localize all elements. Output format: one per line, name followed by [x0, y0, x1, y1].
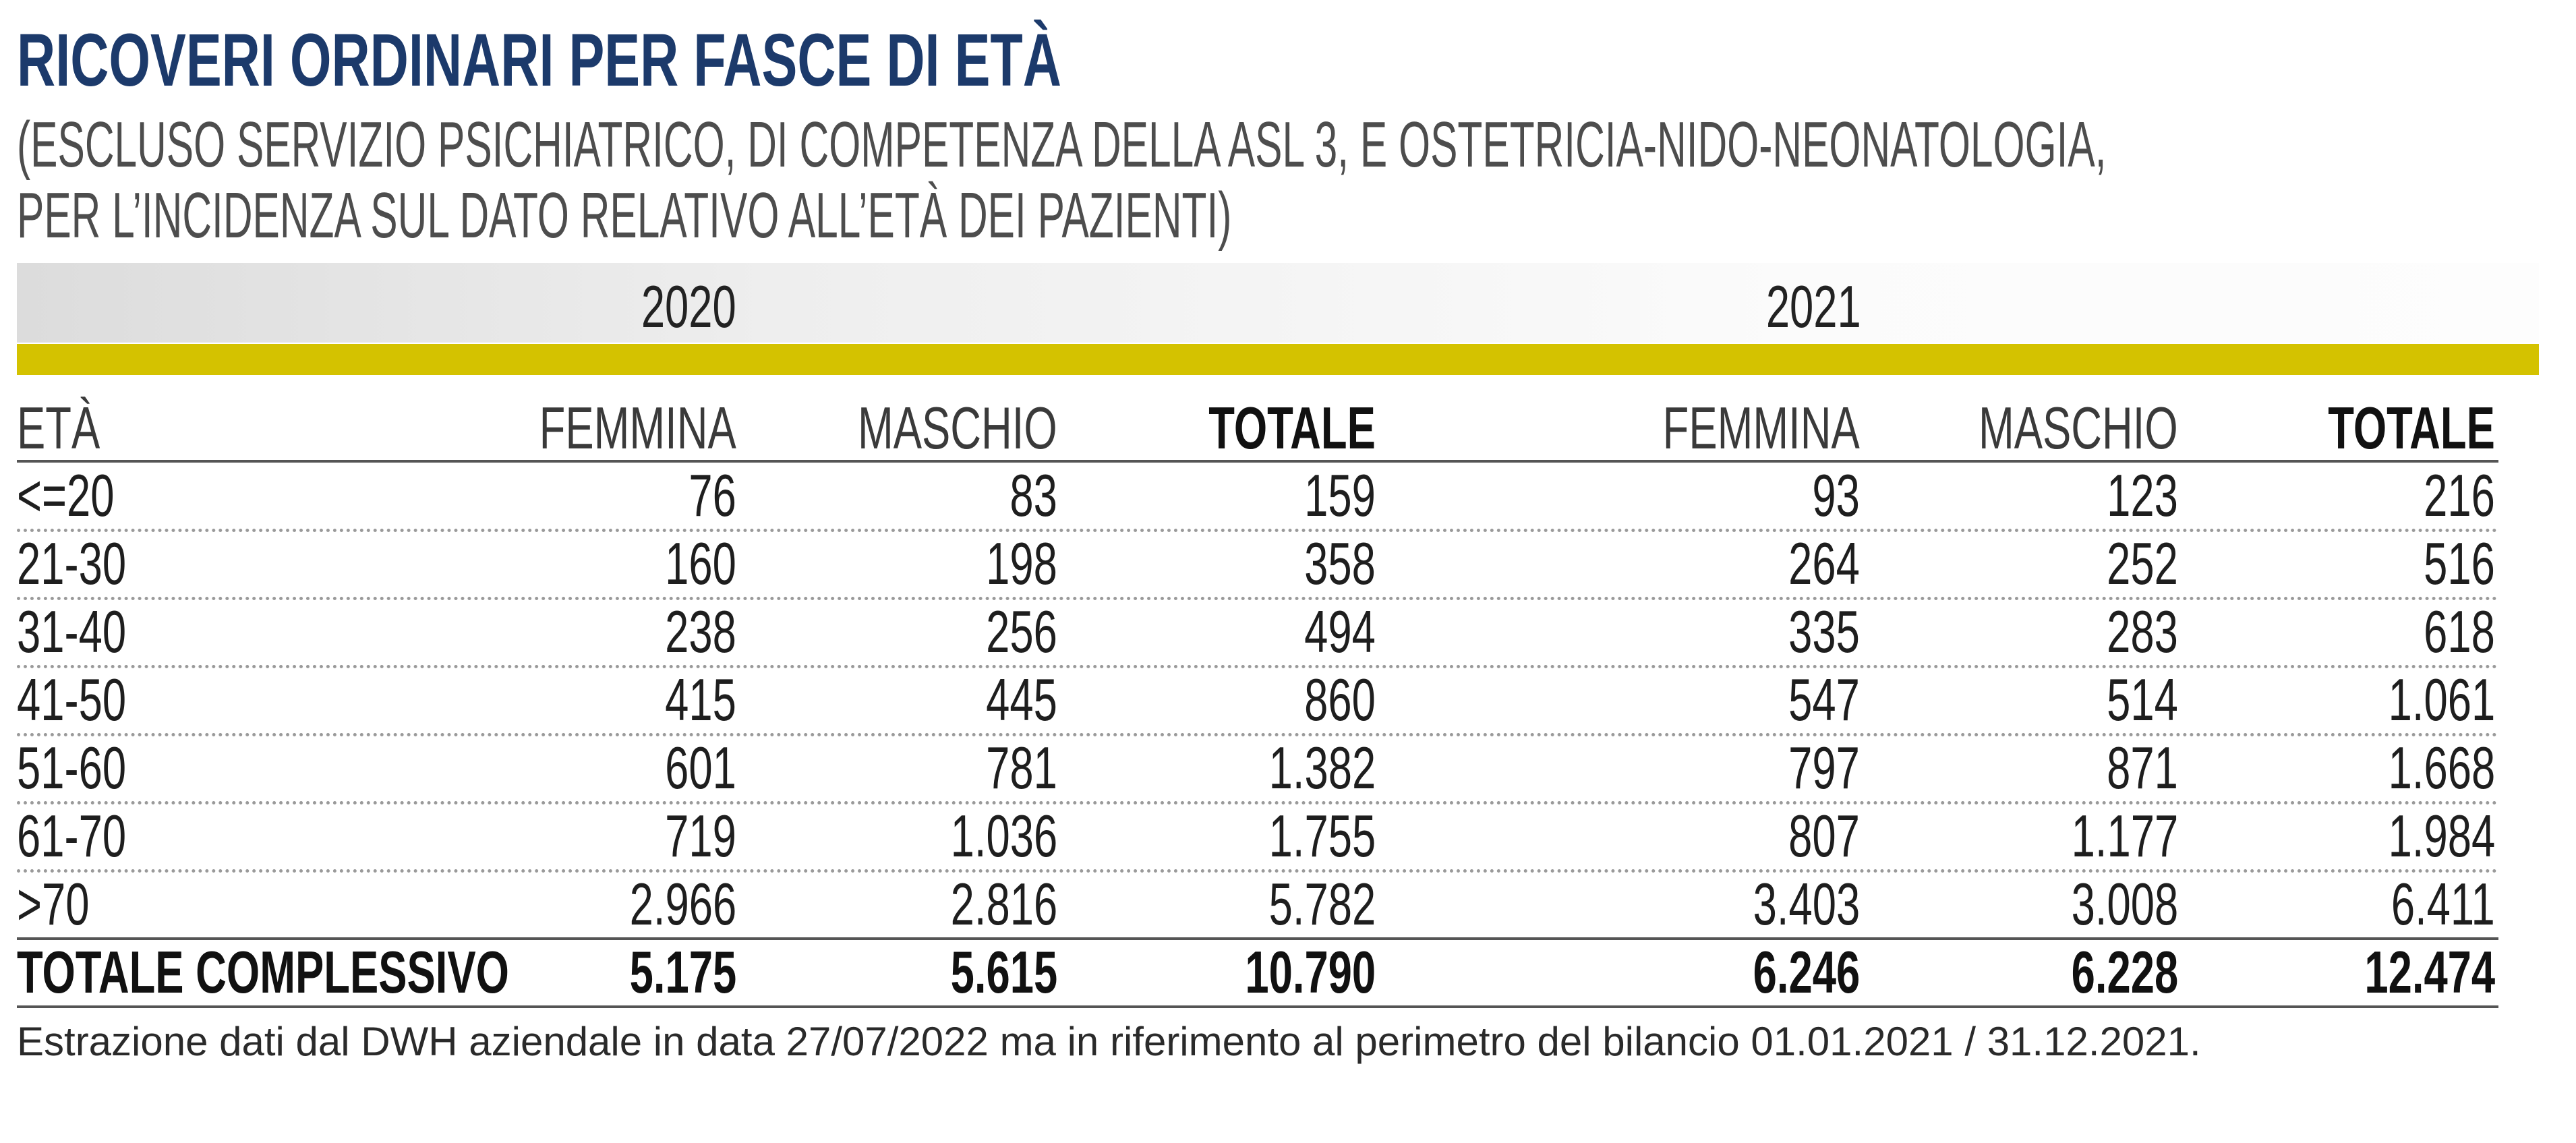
table-cell: 1.382 — [1268, 734, 1376, 801]
row-label-70: >70 — [17, 871, 90, 937]
total-cell: 10.790 — [1245, 939, 1376, 1005]
table-cell: 1.755 — [1268, 802, 1376, 869]
table-cell: 3.403 — [1753, 871, 1860, 937]
table-cell: 807 — [1788, 802, 1860, 869]
table-cell: 601 — [665, 734, 736, 801]
row-label-51-60: 51-60 — [17, 734, 127, 801]
table-cell: 358 — [1304, 530, 1376, 597]
row-label-41-50: 41-50 — [17, 666, 127, 733]
total-row-label: TOTALE COMPLESSIVO — [17, 939, 509, 1005]
table-cell: 159 — [1304, 462, 1376, 529]
row-separator — [17, 665, 2498, 668]
table-cell: 514 — [2107, 666, 2178, 733]
table-cell: 6.411 — [2391, 871, 2495, 937]
accent-bar — [17, 344, 2539, 375]
table-cell: 494 — [1304, 598, 1376, 665]
table-cell: 547 — [1788, 666, 1860, 733]
column-header-maschio-2020: MASCHIO — [858, 394, 1057, 461]
row-separator — [17, 529, 2498, 532]
table-cell: 76 — [689, 462, 736, 529]
table-cell: 198 — [986, 530, 1057, 597]
table-cell: 1.177 — [2071, 802, 2178, 869]
chart-subtitle-line-1: (ESCLUSO SERVIZIO PSICHIATRICO, DI COMPE… — [17, 109, 2107, 181]
table-cell: 860 — [1304, 666, 1376, 733]
table-cell: 335 — [1788, 598, 1860, 665]
table-cell: 216 — [2424, 462, 2495, 529]
row-label-20: <=20 — [17, 462, 115, 529]
column-header-totale-2020: TOTALE — [1208, 394, 1376, 461]
table-cell: 123 — [2107, 462, 2178, 529]
table-cell: 781 — [986, 734, 1057, 801]
table-cell: 2.966 — [629, 871, 736, 937]
table-cell: 83 — [1009, 462, 1057, 529]
column-header-totale-2021: TOTALE — [2328, 394, 2495, 461]
column-header-femmina-2020: FEMMINA — [539, 394, 736, 461]
total-cell: 12.474 — [2364, 939, 2495, 1005]
table-cell: 871 — [2107, 734, 2178, 801]
table-cell: 3.008 — [2071, 871, 2178, 937]
row-separator — [17, 801, 2498, 804]
row-label-21-30: 21-30 — [17, 530, 127, 597]
table-cell: 618 — [2424, 598, 2495, 665]
total-cell: 6.246 — [1753, 939, 1860, 1005]
year-header-band — [17, 263, 2539, 343]
column-header-femmina-2021: FEMMINA — [1662, 394, 1860, 461]
table-cell: 1.668 — [2388, 734, 2495, 801]
column-header-maschio-2021: MASCHIO — [1979, 394, 2178, 461]
table-cell: 1.061 — [2388, 666, 2495, 733]
table-cell: 516 — [2424, 530, 2495, 597]
total-cell: 6.228 — [2071, 939, 2178, 1005]
footnote: Estrazione dati dal DWH aziendale in dat… — [17, 1019, 2201, 1064]
row-separator — [17, 869, 2498, 873]
table-cell: 5.782 — [1268, 871, 1376, 937]
table-cell: 160 — [665, 530, 736, 597]
table-cell: 283 — [2107, 598, 2178, 665]
total-cell: 5.615 — [950, 939, 1057, 1005]
table-cell: 719 — [665, 802, 736, 869]
table-cell: 264 — [1788, 530, 1860, 597]
total-rule — [17, 1005, 2498, 1008]
table-cell: 2.816 — [950, 871, 1057, 937]
table-cell: 252 — [2107, 530, 2178, 597]
row-separator — [17, 937, 2498, 940]
chart-subtitle-line-2: PER L’INCIDENZA SUL DATO RELATIVO ALL’ET… — [17, 179, 1232, 252]
header-rule — [17, 460, 2498, 463]
row-label-61-70: 61-70 — [17, 802, 127, 869]
table-cell: 238 — [665, 598, 736, 665]
row-separator — [17, 597, 2498, 600]
column-header-et: ETÀ — [17, 394, 100, 461]
row-separator — [17, 733, 2498, 736]
year-label-2020: 2020 — [641, 273, 736, 340]
year-label-2021: 2021 — [1766, 273, 1861, 340]
table-cell: 1.984 — [2388, 802, 2495, 869]
table-cell: 415 — [665, 666, 736, 733]
chart-title: RICOVERI ORDINARI PER FASCE DI ETÀ — [17, 19, 1061, 102]
total-cell: 5.175 — [629, 939, 736, 1005]
table-cell: 797 — [1788, 734, 1860, 801]
table-cell: 1.036 — [950, 802, 1057, 869]
table-cell: 445 — [986, 666, 1057, 733]
row-label-31-40: 31-40 — [17, 598, 127, 665]
table-cell: 93 — [1812, 462, 1860, 529]
table-cell: 256 — [986, 598, 1057, 665]
